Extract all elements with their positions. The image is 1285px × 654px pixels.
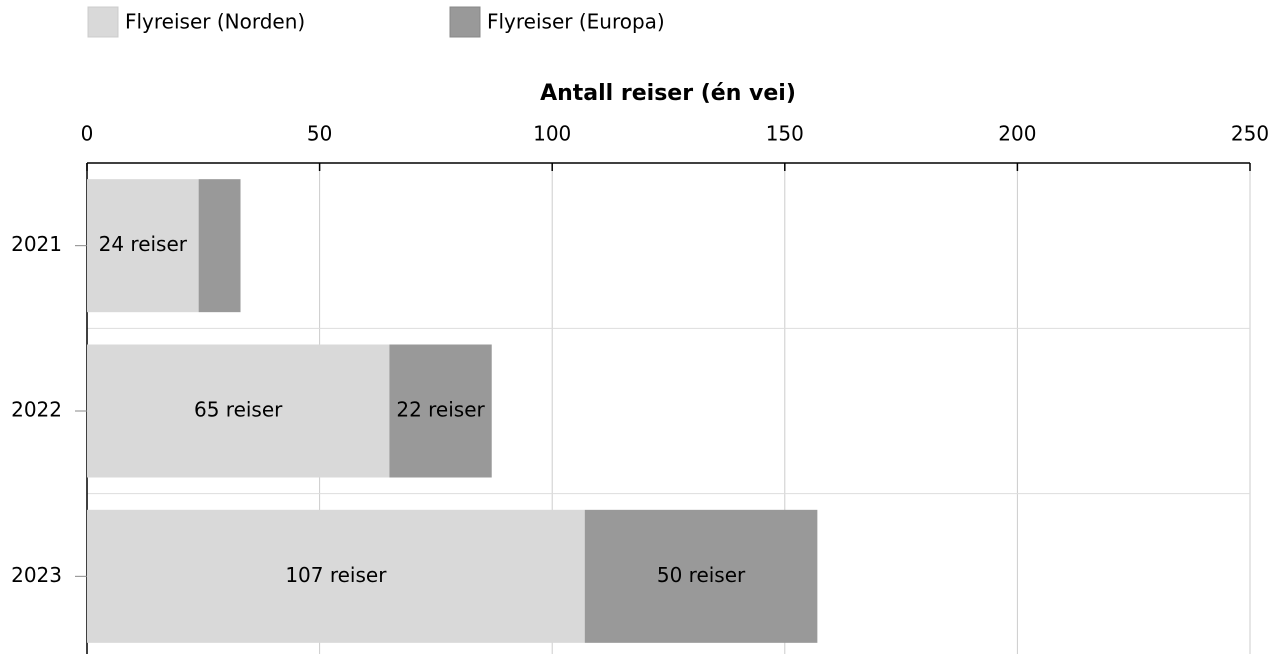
x-axis-title: Antall reiser (én vei) (540, 81, 796, 106)
bar-segment (389, 344, 492, 478)
bar-segment (584, 509, 818, 643)
bar-segment (87, 509, 585, 643)
x-tick-label: 250 (1231, 122, 1269, 146)
bar-segment (87, 179, 199, 313)
data-label: 22 reiser (396, 398, 485, 422)
data-label: 65 reiser (194, 398, 283, 422)
data-label: 50 reiser (657, 563, 746, 587)
x-tick-label: 200 (998, 122, 1036, 146)
legend-label: Flyreiser (Europa) (487, 10, 665, 34)
x-tick-label: 150 (766, 122, 804, 146)
bar-segment (198, 179, 241, 313)
y-tick-label: 2023 (11, 563, 62, 587)
legend-swatch (449, 6, 481, 38)
y-tick-label: 2021 (11, 232, 62, 256)
x-tick-label: 100 (533, 122, 571, 146)
y-tick-label: 2022 (11, 398, 62, 422)
bar-segment (87, 344, 390, 478)
x-tick-label: 0 (81, 122, 94, 146)
x-tick-label: 50 (307, 122, 332, 146)
legend-swatch (87, 6, 119, 38)
legend-label: Flyreiser (Norden) (125, 10, 305, 34)
data-label: 24 reiser (99, 232, 188, 256)
data-label: 107 reiser (285, 563, 387, 587)
